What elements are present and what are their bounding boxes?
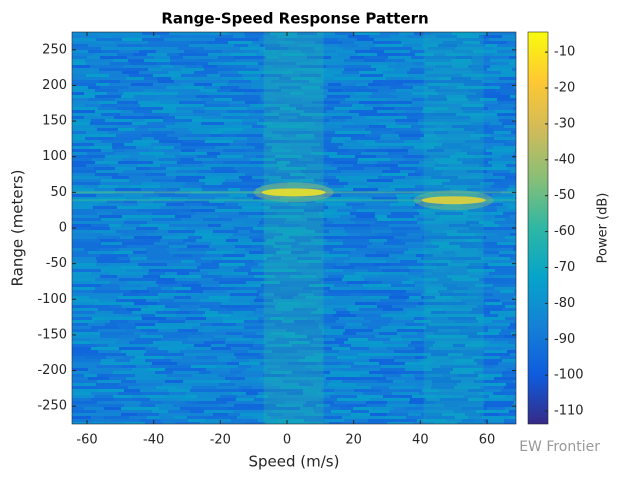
target-halo: [413, 190, 494, 211]
y-axis-label: Range (meters): [9, 170, 27, 287]
target-glow: [423, 32, 484, 424]
colorbar-tick-label: -70: [554, 260, 575, 275]
colorbar-tick-label: -10: [554, 45, 575, 60]
target-core: [421, 196, 486, 205]
colorbar-tick-label: -90: [554, 332, 575, 347]
colorbar-tick-label: -50: [554, 188, 575, 203]
x-axis-label: Speed (m/s): [249, 453, 340, 471]
y-tick-label: 150: [42, 114, 67, 129]
x-tick-label: 40: [412, 433, 429, 448]
target-glow: [263, 32, 324, 424]
noise-field: [72, 32, 516, 424]
target-core: [261, 188, 326, 197]
y-tick-label: 50: [50, 185, 67, 200]
target-ridge: [72, 199, 516, 202]
colorbar-tick-label: -30: [554, 116, 575, 131]
colorbar: [527, 31, 549, 425]
colorbar-tick-label: -100: [554, 368, 584, 383]
x-tick-label: 60: [479, 433, 496, 448]
x-tick-label: 0: [283, 433, 291, 448]
y-tick-label: 250: [42, 42, 67, 57]
x-tick-label: -20: [210, 433, 231, 448]
y-tick-label: 100: [42, 149, 67, 164]
colorbar-tick-label: -80: [554, 296, 575, 311]
y-tick-label: -100: [37, 292, 67, 307]
y-tick-label: 200: [42, 78, 67, 93]
colorbar-tick-label: -40: [554, 152, 575, 167]
colorbar-tick-label: -20: [554, 81, 575, 96]
y-tick-label: -250: [37, 399, 67, 414]
y-tick-label: -150: [37, 327, 67, 342]
target: [72, 32, 516, 424]
colorbar-tick-label: -110: [554, 404, 584, 419]
y-tick-label: -50: [46, 256, 67, 271]
x-tick-label: 20: [345, 433, 362, 448]
x-tick-label: -60: [76, 433, 97, 448]
watermark: EW Frontier: [519, 439, 600, 455]
colorbar-label: Power (dB): [596, 193, 611, 264]
target-halo: [253, 182, 334, 203]
chart-title: Range-Speed Response Pattern: [161, 10, 428, 28]
y-tick-label: 0: [59, 221, 67, 236]
x-tick-label: -40: [143, 433, 164, 448]
y-tick-label: -200: [37, 363, 67, 378]
target: [72, 32, 516, 424]
colorbar-tick-label: -60: [554, 224, 575, 239]
